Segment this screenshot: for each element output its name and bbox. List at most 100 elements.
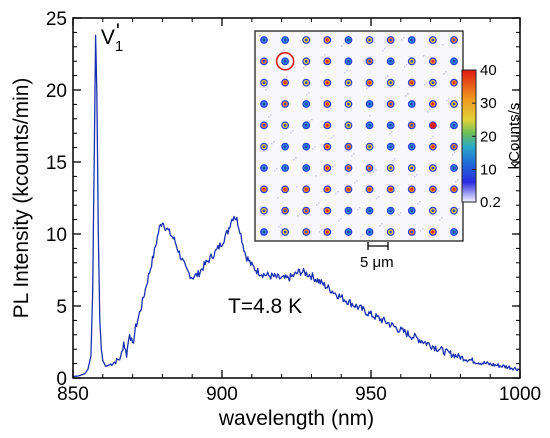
plot-frame — [72, 17, 521, 379]
inset-noise-dot — [357, 209, 359, 211]
inset-emitter-core — [283, 145, 287, 148]
inset-emitter-core — [283, 81, 287, 84]
inset-emitter-core — [326, 60, 329, 63]
x-tick-label: 850 — [57, 384, 89, 405]
inset-noise-dot — [416, 174, 418, 176]
inset-noise-dot — [397, 185, 399, 187]
inset-emitter-core — [368, 38, 371, 42]
inset-emitter-core — [410, 124, 414, 127]
inset-emitter-core — [262, 38, 266, 42]
inset-noise-dot — [455, 181, 457, 183]
inset-noise-dot — [337, 191, 339, 193]
inset-noise-dot — [267, 87, 269, 89]
inset-noise-dot — [333, 135, 335, 137]
inset-emitter-core — [347, 81, 350, 84]
inset-noise-dot — [392, 160, 394, 162]
inset-noise-dot — [360, 236, 362, 238]
inset-emitter-core — [368, 188, 371, 191]
peak-label-v1: V — [101, 26, 115, 49]
inset-emitter-core — [389, 230, 392, 234]
inset-emitter-core — [389, 166, 392, 170]
inset-noise-dot — [378, 196, 380, 198]
inset-noise-dot — [315, 175, 317, 177]
inset-noise-dot — [297, 215, 299, 217]
colorbar-tick-label: 40 — [480, 62, 497, 79]
inset-emitter-core — [347, 188, 350, 191]
inset-emitter-core — [368, 81, 371, 84]
inset-emitter-core — [326, 38, 329, 42]
inset-emitter-core — [452, 230, 456, 234]
inset-noise-dot — [332, 166, 334, 168]
inset-noise-dot — [372, 142, 374, 144]
inset-emitter-core — [389, 209, 392, 212]
peak-label-subscript: 1 — [115, 38, 123, 55]
y-tick-label: 15 — [46, 153, 67, 174]
inset-noise-dot — [423, 55, 425, 57]
y-tick-label: 5 — [56, 297, 67, 318]
inset-noise-dot — [435, 163, 437, 165]
inset-noise-dot — [385, 77, 387, 79]
inset-emitter-core — [410, 230, 414, 234]
inset-noise-dot — [375, 169, 377, 171]
inset-noise-dot — [394, 158, 396, 160]
inset-noise-dot — [338, 220, 340, 222]
inset-emitter-core — [347, 102, 350, 106]
inset-noise-dot — [343, 43, 345, 45]
inset-noise-dot — [400, 212, 402, 214]
inset-noise-dot — [405, 95, 407, 97]
inset-noise-dot — [322, 56, 324, 58]
inset-noise-dot — [381, 223, 383, 225]
inset-emitter-core — [368, 102, 371, 106]
inset-noise-dot — [276, 168, 278, 170]
inset-noise-dot — [265, 89, 267, 91]
inset-noise-dot — [379, 225, 381, 227]
inset-noise-dot — [356, 180, 358, 182]
inset-noise-dot — [419, 201, 421, 203]
inset-noise-dot — [278, 226, 280, 228]
inset-noise-dot — [368, 86, 370, 88]
inset-emitter-core — [283, 102, 287, 106]
inset-noise-dot — [439, 219, 441, 221]
inset-emitter-core — [431, 188, 435, 191]
inset-emitter-core — [368, 166, 371, 170]
inset-noise-dot — [387, 75, 389, 77]
inset-noise-dot — [353, 153, 355, 155]
inset-noise-dot — [427, 111, 429, 113]
inset-emitter-core — [326, 230, 329, 234]
inset-emitter-core — [304, 166, 308, 170]
inset-noise-dot — [296, 186, 298, 188]
inset-noise-dot — [417, 203, 419, 205]
inset-emitter-core — [347, 230, 350, 234]
colorbar-tick-label: 0.2 — [480, 194, 501, 211]
inset-emitter-core — [410, 188, 414, 191]
inset-emitter-core — [304, 145, 308, 148]
inset-emitter-core — [431, 60, 435, 63]
x-tick-label: 950 — [355, 384, 387, 405]
inset-noise-dot — [443, 73, 445, 75]
inset-noise-dot — [363, 61, 365, 63]
inset-emitter-core — [262, 209, 266, 212]
inset-emitter-core — [431, 209, 435, 212]
inset-noise-dot — [449, 127, 451, 129]
inset-hot-spot — [429, 122, 437, 129]
inset-emitter-core — [389, 145, 392, 148]
inset-emitter-core — [262, 124, 266, 127]
inset-emitter-core — [389, 188, 392, 191]
inset-noise-dot — [407, 93, 409, 95]
inset-emitter-core — [452, 209, 456, 212]
inset-noise-dot — [268, 116, 270, 118]
inset-emitter-core — [431, 145, 435, 148]
inset-emitter-core — [347, 145, 350, 148]
inset-noise-dot — [319, 231, 321, 233]
inset-noise-dot — [330, 108, 332, 110]
inset-emitter-core — [410, 102, 414, 106]
inset-noise-dot — [408, 122, 410, 124]
inset-noise-dot — [308, 92, 310, 94]
inset-noise-dot — [300, 40, 302, 42]
inset-emitter-core — [283, 230, 287, 234]
inset-noise-dot — [391, 131, 393, 133]
inset-emitter-core — [410, 81, 414, 84]
inset-noise-dot — [328, 110, 330, 112]
inset-noise-dot — [351, 155, 353, 157]
